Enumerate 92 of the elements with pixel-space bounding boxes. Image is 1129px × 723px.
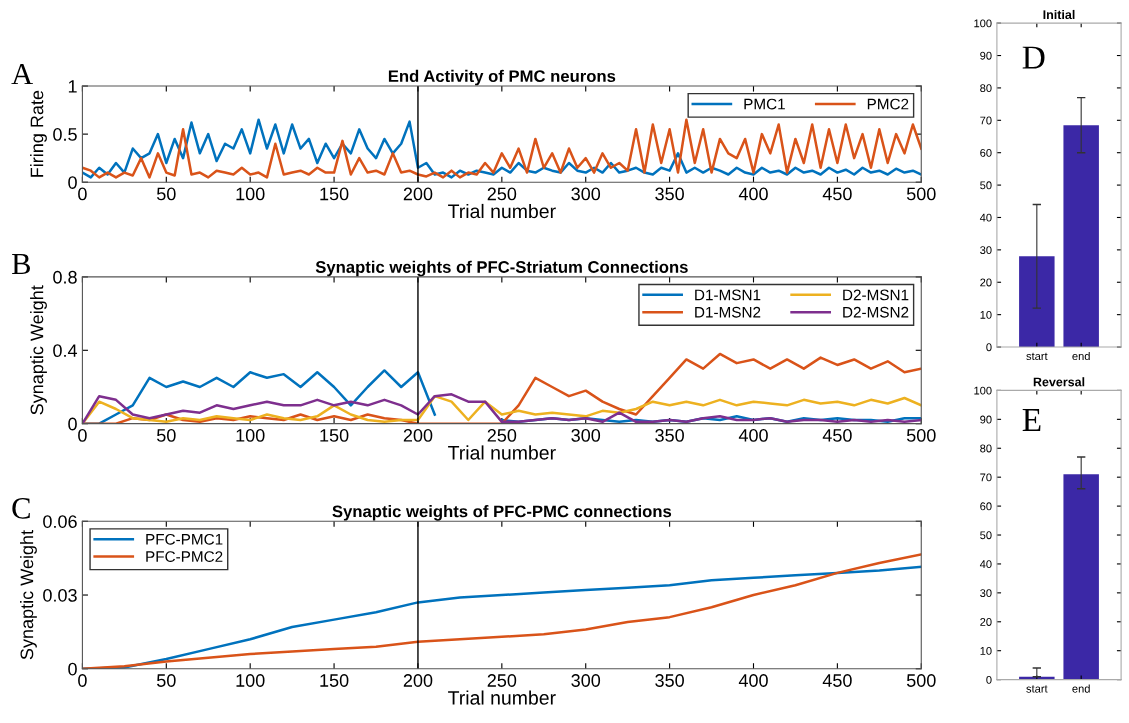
x-tick-label: 400 — [738, 674, 768, 687]
x-tick-label: 0 — [78, 674, 87, 687]
y-tick-label: 30 — [980, 589, 992, 597]
legend-label: PFC-PMC1 — [146, 533, 223, 545]
y-tick-label: 70 — [980, 116, 992, 125]
x-tick-label: 350 — [655, 187, 684, 201]
legend-label: PMC1 — [744, 98, 785, 110]
y-tick-label: 90 — [980, 51, 992, 60]
y-tick-label: 0.5 — [53, 128, 77, 141]
chart-title: Synaptic weights of PFC-Striatum Connections — [315, 260, 688, 277]
x-tick-label: 100 — [236, 187, 265, 201]
x-axis-title: Trial number — [448, 445, 556, 460]
y-tick-label: 80 — [980, 84, 992, 93]
y-tick-label: 80 — [980, 444, 992, 453]
legend-label: D1-MSN1 — [695, 289, 761, 301]
x-tick-label: 250 — [487, 674, 517, 687]
x-tick-label: 200 — [403, 187, 433, 201]
chart-title: Synaptic weights of PFC-PMC connections — [332, 505, 672, 521]
x-tick-label: 0 — [78, 187, 87, 201]
x-tick-label: 300 — [571, 187, 601, 201]
x-tick-label: 50 — [156, 674, 176, 687]
x-tick-label: 450 — [822, 187, 852, 201]
x-tick-label: 500 — [906, 429, 936, 442]
text: B — [11, 253, 30, 275]
y-tick-label: 60 — [980, 502, 992, 511]
y-tick-label: 40 — [979, 213, 992, 222]
x-tick-label: start — [1026, 685, 1048, 693]
y-tick-label: 0 — [68, 662, 77, 676]
chart-title: Initial — [1043, 9, 1075, 20]
x-tick-label: 250 — [487, 429, 517, 442]
y-tick-label: 100 — [974, 386, 992, 395]
x-tick-label: 150 — [320, 187, 349, 201]
y-tick-label: 50 — [980, 181, 992, 190]
y-tick-label: 0.4 — [53, 344, 78, 358]
x-tick-label: 400 — [738, 187, 768, 201]
x-tick-label: 350 — [655, 674, 684, 687]
x-tick-label: 200 — [403, 429, 433, 442]
x-tick-label: 100 — [236, 429, 265, 442]
x-tick-label: 350 — [655, 429, 684, 442]
y-tick-label: 0 — [68, 176, 77, 189]
x-axis-title: Trial number — [448, 690, 556, 705]
y-tick-label: 20 — [980, 278, 992, 287]
x-tick-label: 250 — [487, 187, 517, 201]
y-tick-label: 10 — [980, 310, 992, 319]
legend-label: D1-MSN2 — [695, 306, 761, 318]
y-axis-title: Synaptic Weight — [20, 530, 37, 660]
x-tick-label: 300 — [571, 674, 601, 687]
x-tick-label: 500 — [906, 674, 936, 687]
annotation: E — [1022, 409, 1041, 431]
y-tick-label: 0.03 — [43, 588, 77, 602]
x-tick-label: 50 — [156, 187, 176, 201]
y-tick-label: 0.8 — [53, 270, 77, 284]
y-tick-label: 50 — [980, 531, 992, 540]
text: C — [12, 498, 30, 519]
legend-label: PFC-PMC2 — [146, 551, 223, 563]
x-tick-label: 150 — [320, 674, 349, 687]
x-tick-label: 400 — [738, 429, 768, 442]
line-series — [82, 118, 922, 179]
y-tick-label: 60 — [980, 148, 992, 157]
text: A — [11, 63, 33, 85]
legend-label: D2-MSN1 — [843, 289, 909, 301]
y-tick-label: 30 — [980, 246, 992, 254]
chart-title: Reversal — [1033, 377, 1085, 387]
y-tick-label: 70 — [980, 473, 992, 482]
y-axis-title: Synaptic Weight — [30, 285, 47, 415]
chart-title: End Activity of PMC neurons — [388, 69, 616, 86]
y-tick-label: 0.06 — [43, 515, 77, 528]
x-tick-label: 450 — [822, 674, 852, 687]
x-tick-label: 100 — [236, 674, 265, 687]
y-tick-label: 0 — [68, 417, 77, 431]
x-tick-label: 500 — [906, 187, 936, 201]
x-tick-label: start — [1026, 352, 1048, 361]
y-tick-label: 100 — [974, 19, 992, 28]
x-tick-label: 0 — [78, 429, 87, 442]
y-tick-label: 1 — [68, 80, 77, 93]
y-tick-label: 0 — [986, 343, 992, 352]
y-tick-label: 20 — [980, 618, 992, 626]
legend-label: PMC2 — [867, 98, 909, 110]
x-tick-label: 150 — [320, 429, 349, 442]
x-tick-label: end — [1072, 351, 1090, 361]
y-axis-title: Firing Rate — [30, 90, 47, 177]
legend-label: D2-MSN2 — [843, 306, 909, 318]
y-tick-label: 40 — [979, 560, 992, 569]
x-tick-label: 50 — [156, 429, 176, 442]
x-tick-label: end — [1072, 684, 1090, 693]
x-axis-title: Trial number — [448, 203, 556, 219]
annotation: D — [1022, 46, 1045, 69]
x-tick-label: 300 — [571, 429, 601, 442]
x-tick-label: 200 — [403, 674, 433, 687]
y-tick-label: 90 — [980, 415, 992, 424]
y-tick-label: 10 — [980, 646, 992, 655]
x-tick-label: 450 — [822, 429, 852, 442]
